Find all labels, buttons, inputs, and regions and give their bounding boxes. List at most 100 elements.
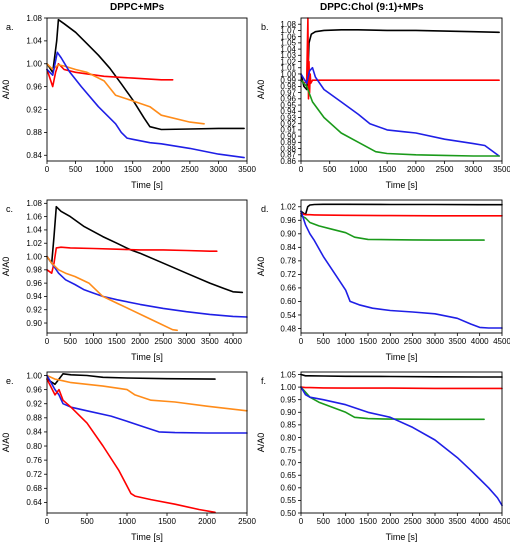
x-tick-label: 500 <box>64 337 78 346</box>
x-tick-label: 0 <box>299 165 304 174</box>
chart-panel-d: 0 500 1000 1500 2000 2500 3000 3500 4000 4500 0.48… <box>256 199 510 362</box>
series-line-e-orange <box>46 374 248 412</box>
y-tick-label: 1.04 <box>280 45 296 54</box>
y-tick-label: 0.65 <box>280 471 296 480</box>
x-tick-label: 3500 <box>448 517 466 526</box>
y-tick-label: 0.84 <box>26 428 42 437</box>
y-tick-label: 0.99 <box>280 76 296 85</box>
y-tick-label: 1.05 <box>280 370 296 379</box>
y-axis-label: A/A0 <box>256 80 266 100</box>
x-tick-label: 500 <box>80 517 94 526</box>
x-tick-label: 1500 <box>359 517 377 526</box>
y-tick-label: 0.86 <box>280 157 296 166</box>
y-tick-label: 0.91 <box>280 126 296 135</box>
x-tick-label: 4500 <box>493 517 510 526</box>
y-tick-label: 0.89 <box>280 138 296 147</box>
y-axis-label: A/A0 <box>1 257 11 277</box>
x-tick-label: 2000 <box>198 517 216 526</box>
chart-panel-c: 0 500 1000 1500 2000 2500 3000 3500 4000 0.90 0.92… <box>1 199 248 362</box>
series-line-c-blue <box>46 255 248 318</box>
x-tick-label: 1000 <box>118 517 136 526</box>
y-tick-label: 0.70 <box>280 458 296 467</box>
series-line-a-blue <box>46 51 245 159</box>
y-tick-label: 0.54 <box>280 311 296 320</box>
y-tick-label: 0.96 <box>280 216 296 225</box>
panel-letter-b: b. <box>261 22 269 32</box>
x-tick-label: 3500 <box>238 165 256 174</box>
series-line-f-blue <box>300 386 503 507</box>
y-tick-label: 0.66 <box>280 284 296 293</box>
y-tick-label: 0.96 <box>280 95 296 104</box>
y-tick-label: 1.00 <box>280 70 296 79</box>
y-tick-label: 0.64 <box>26 498 42 507</box>
y-tick-label: 1.02 <box>280 57 296 66</box>
x-tick-label: 500 <box>317 517 331 526</box>
x-tick-label: 3500 <box>201 337 219 346</box>
y-tick-label: 0.80 <box>26 442 42 451</box>
x-tick-label: 2000 <box>381 337 399 346</box>
plot-frame-f <box>300 371 503 514</box>
y-tick-label: 0.84 <box>280 243 296 252</box>
panel-letter-e: e. <box>6 376 14 386</box>
x-tick-label: 1500 <box>359 337 377 346</box>
y-tick-label: 0.90 <box>26 319 42 328</box>
series-line-e-blue <box>46 374 248 434</box>
y-tick-label: 0.75 <box>280 446 296 455</box>
chart-panel-b: 0 500 1000 1500 2000 2500 3000 3500 0.860.870.88… <box>256 17 510 190</box>
x-axis-label: Time [s] <box>131 352 163 362</box>
x-tick-label: 0 <box>299 517 304 526</box>
y-tick-label: 0.92 <box>26 306 42 315</box>
x-tick-label: 3000 <box>426 337 444 346</box>
y-tick-label: 0.50 <box>280 509 296 518</box>
y-tick-label: 1.05 <box>280 39 296 48</box>
y-tick-label: 0.92 <box>26 105 42 114</box>
x-tick-label: 2500 <box>154 337 172 346</box>
x-tick-label: 2000 <box>152 165 170 174</box>
x-tick-label: 2000 <box>131 337 149 346</box>
x-tick-label: 2000 <box>381 517 399 526</box>
y-axis-label: A/A0 <box>256 433 266 453</box>
series-line-d-black <box>300 203 503 216</box>
x-tick-label: 4000 <box>471 337 489 346</box>
panel-letter-c: c. <box>6 204 13 214</box>
x-tick-label: 2500 <box>181 165 199 174</box>
series-line-d-green <box>300 214 485 241</box>
y-tick-label: 1.08 <box>26 14 42 23</box>
y-tick-label: 1.02 <box>26 239 42 248</box>
y-tick-label: 0.84 <box>26 151 42 160</box>
plot-frame-e <box>46 371 248 514</box>
x-tick-label: 3000 <box>464 165 482 174</box>
y-tick-label: 0.95 <box>280 101 296 110</box>
x-tick-label: 1500 <box>378 165 396 174</box>
y-tick-label: 0.88 <box>26 128 42 137</box>
x-tick-label: 0 <box>45 517 50 526</box>
y-tick-label: 0.68 <box>26 484 42 493</box>
x-tick-label: 2500 <box>238 517 256 526</box>
x-tick-label: 1000 <box>337 517 355 526</box>
series-line-c-red <box>46 246 218 274</box>
x-tick-label: 1000 <box>95 165 113 174</box>
x-axis-label: Time [s] <box>386 352 418 362</box>
y-tick-label: 0.97 <box>280 88 296 97</box>
y-tick-label: 0.94 <box>280 107 296 116</box>
x-tick-label: 4000 <box>224 337 242 346</box>
y-axis-label: A/A0 <box>256 257 266 277</box>
y-tick-label: 0.96 <box>26 385 42 394</box>
column-title-right: DPPC:Chol (9:1)+MPs <box>320 2 424 13</box>
x-tick-label: 1000 <box>350 165 368 174</box>
column-title-left: DPPC+MPs <box>110 2 165 13</box>
series-line-a-black <box>46 18 245 131</box>
y-tick-label: 0.92 <box>26 400 42 409</box>
y-tick-label: 0.90 <box>280 132 296 141</box>
series-line-e-red <box>46 378 216 514</box>
series-line-f-green <box>300 386 485 421</box>
y-tick-label: 1.07 <box>280 26 296 35</box>
y-tick-label: 1.03 <box>280 51 296 60</box>
y-tick-label: 0.48 <box>280 324 296 333</box>
chart-panel-a: 0 500 1000 1500 2000 2500 3000 3500 0.84 0.88 0.92… <box>1 14 256 190</box>
y-tick-label: 0.76 <box>26 456 42 465</box>
plot-frame-c <box>46 199 248 334</box>
x-tick-label: 4000 <box>471 517 489 526</box>
plot-frame-d <box>300 199 503 334</box>
y-tick-label: 0.85 <box>280 421 296 430</box>
